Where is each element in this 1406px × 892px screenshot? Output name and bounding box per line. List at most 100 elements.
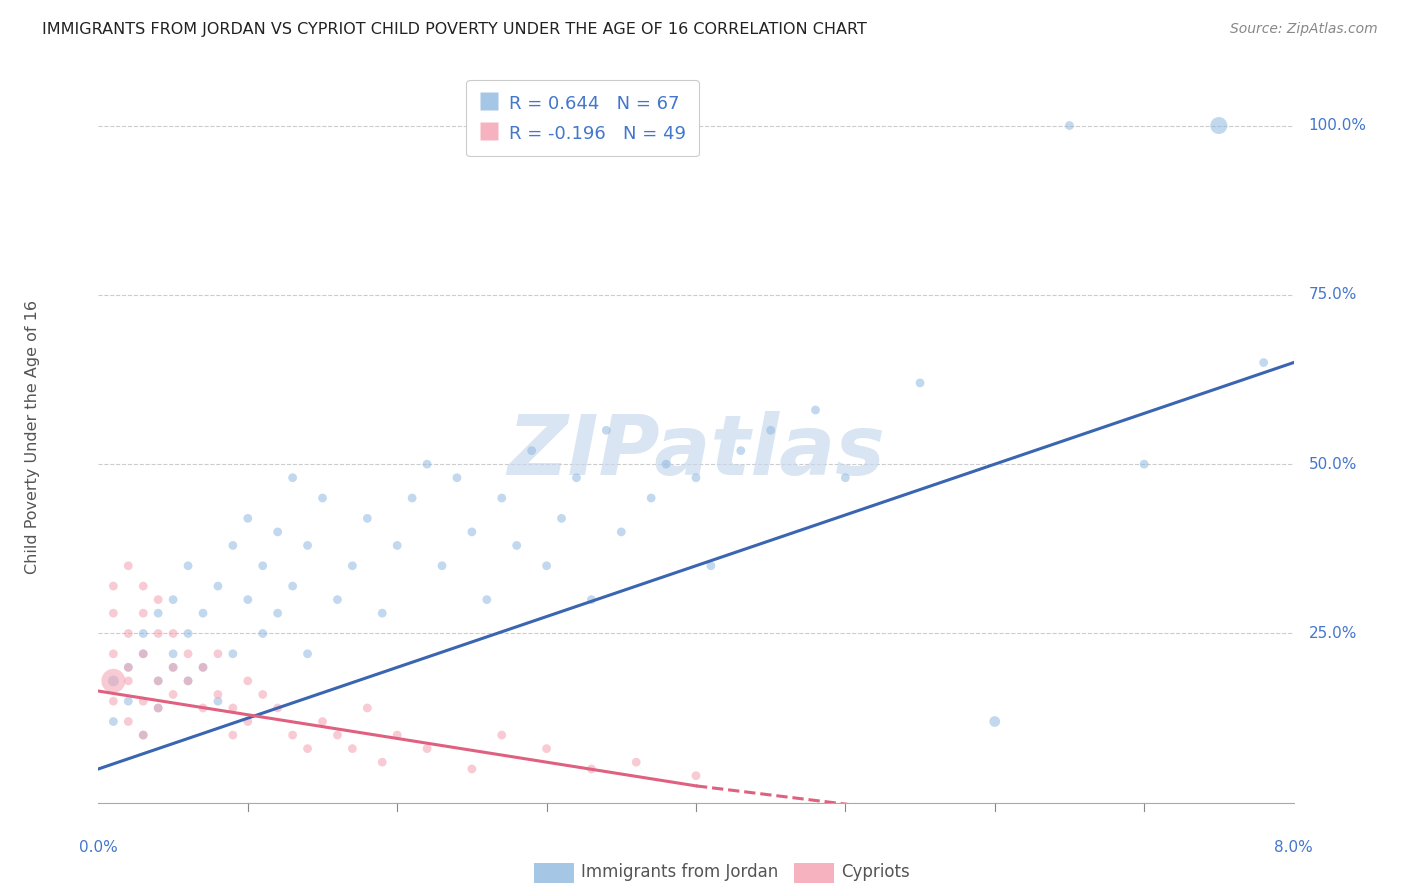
Point [385,538,409,552]
Point [356,511,378,525]
Point [117,660,139,674]
Point [685,471,707,485]
Point [475,592,498,607]
Point [326,592,349,607]
Point [132,647,155,661]
Point [700,558,723,573]
Point [804,403,827,417]
Point [311,491,333,505]
Point [236,592,259,607]
Point [326,728,349,742]
Point [640,491,662,505]
Point [342,558,364,573]
Point [148,626,170,640]
Point [132,647,155,661]
Point [117,714,139,729]
Point [103,714,125,729]
Point [132,728,155,742]
Point [162,660,184,674]
Point [132,579,155,593]
Point [117,660,139,674]
Point [148,673,170,688]
Point [132,694,155,708]
Point [222,701,245,715]
Point [252,688,274,702]
Text: 0.0%: 0.0% [79,840,118,855]
Point [177,558,200,573]
Point [177,647,200,661]
Point [148,673,170,688]
Point [297,647,319,661]
Point [252,558,274,573]
Point [430,558,453,573]
Text: Child Poverty Under the Age of 16: Child Poverty Under the Age of 16 [25,300,41,574]
Point [117,558,139,573]
Point [148,592,170,607]
Point [222,728,245,742]
Point [236,673,259,688]
Point [461,524,484,539]
Point [983,714,1005,729]
Point [103,673,125,688]
Point [446,471,468,485]
Point [222,647,245,661]
Text: Source: ZipAtlas.com: Source: ZipAtlas.com [1230,22,1378,37]
Point [177,673,200,688]
Point [117,626,139,640]
Point [103,647,125,661]
Point [236,511,259,525]
Point [162,660,184,674]
Point [536,741,558,756]
Point [191,701,214,715]
Point [267,524,290,539]
Point [132,728,155,742]
Point [371,755,394,769]
Point [103,579,125,593]
Point [236,714,259,729]
Point [191,606,214,620]
Point [581,762,603,776]
Text: ZIPatlas: ZIPatlas [508,411,884,492]
Point [162,626,184,640]
Point [281,728,304,742]
Point [834,471,856,485]
Point [191,660,214,674]
Point [385,728,409,742]
Point [624,755,647,769]
Point [581,592,603,607]
Point [177,626,200,640]
Point [565,471,588,485]
Point [148,701,170,715]
Point [267,606,290,620]
Point [132,606,155,620]
Point [162,647,184,661]
Point [506,538,529,552]
Point [311,714,333,729]
Point [371,606,394,620]
Point [297,741,319,756]
Point [207,647,229,661]
Point [461,762,484,776]
Point [536,558,558,573]
Point [132,626,155,640]
Point [550,511,572,525]
Point [103,673,125,688]
Point [297,538,319,552]
Point [207,579,229,593]
Point [207,688,229,702]
Point [281,579,304,593]
Text: Cypriots: Cypriots [841,863,910,881]
Point [191,660,214,674]
Point [103,606,125,620]
Text: Immigrants from Jordan: Immigrants from Jordan [581,863,778,881]
Point [610,524,633,539]
Point [342,741,364,756]
Point [491,728,513,742]
Point [103,694,125,708]
Point [117,694,139,708]
Point [117,673,139,688]
Point [401,491,423,505]
Point [730,443,752,458]
Point [416,741,439,756]
Point [1253,355,1275,369]
